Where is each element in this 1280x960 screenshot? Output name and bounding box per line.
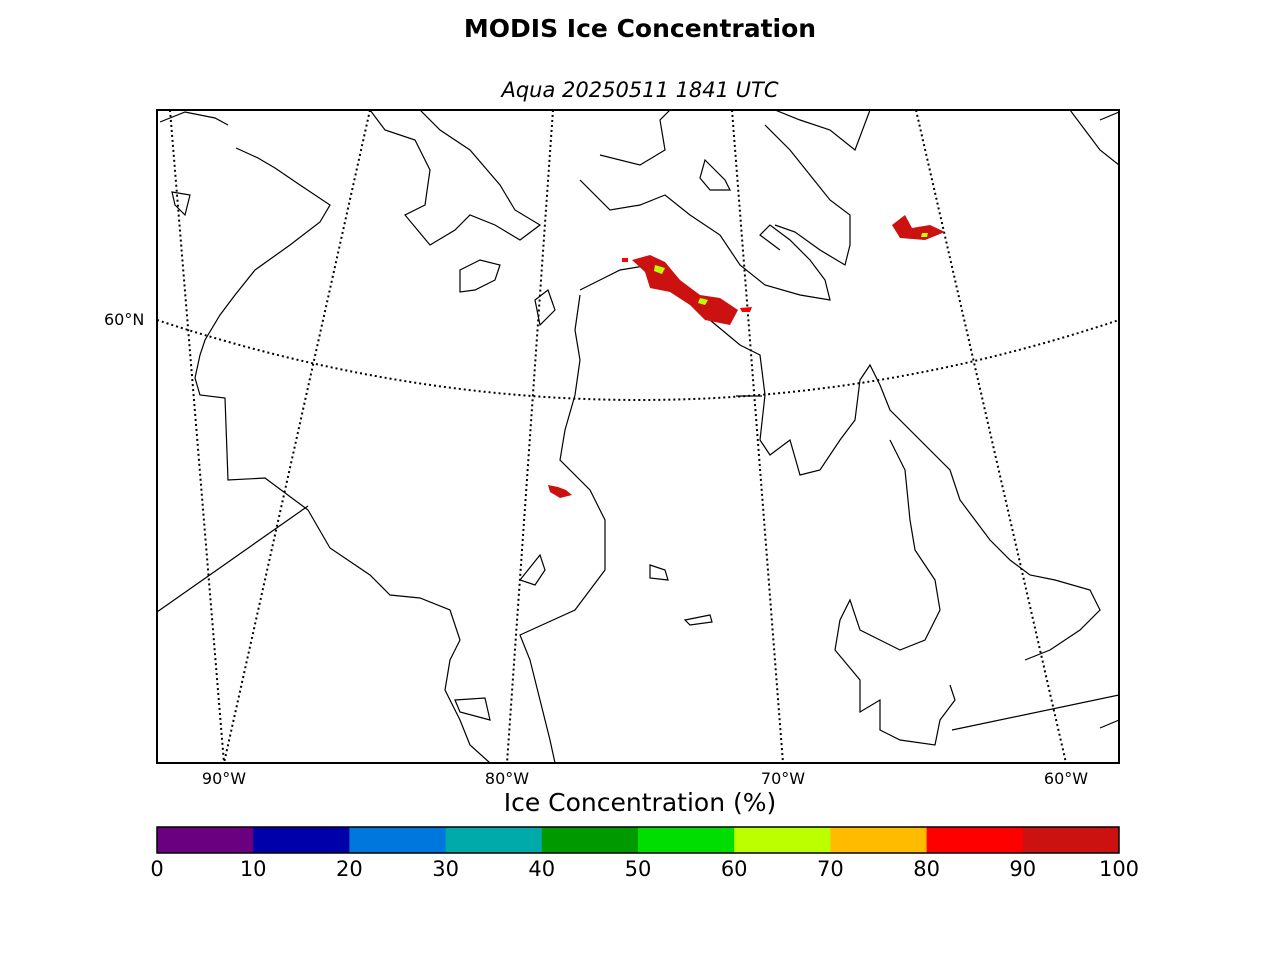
small-islands <box>171 191 713 721</box>
colorbar-frame <box>156 826 1120 854</box>
colorbar-tick-label: 20 <box>336 857 363 881</box>
colorbar-segment <box>926 827 1024 853</box>
lat-label-60n: 60°N <box>104 310 145 329</box>
baffin-island-south <box>579 110 831 301</box>
colorbar-tick-label: 10 <box>239 857 267 881</box>
labrador-inlet <box>834 439 956 746</box>
lon-label-90w: 90°W <box>201 769 247 788</box>
parallel-60n <box>157 319 1119 401</box>
lon-label-70w: 70°W <box>760 769 806 788</box>
ice-patch-davis-strait <box>892 215 945 240</box>
colorbar <box>157 827 1120 853</box>
ice-patch-hudson-strait-yellow <box>654 265 708 305</box>
meridian-60w <box>915 110 1067 763</box>
baffin-north <box>774 110 871 151</box>
meridian-90w <box>169 110 225 763</box>
meridian-line-1 <box>223 110 371 763</box>
southampton-island <box>369 110 542 246</box>
colorbar-tick-label: 50 <box>624 857 652 881</box>
colorbar-segment <box>638 827 735 853</box>
colorbar-tick-label: 40 <box>528 857 556 881</box>
colorbar-tick-label: 0 <box>150 857 164 881</box>
colorbar-tick-label: 70 <box>817 857 844 881</box>
ice-patch-hudson-bay <box>548 485 572 498</box>
hudson-bay-west-coast <box>159 111 491 763</box>
colorbar-tick-label: 80 <box>913 857 940 881</box>
map-title: MODIS Ice Concentration <box>463 14 817 43</box>
colorbar-tick-label: 60 <box>720 857 748 881</box>
gulf-st-lawrence-shore <box>951 694 1119 731</box>
ice-patch-davis-strait-yellow <box>921 233 928 237</box>
baffin-peninsula <box>699 124 851 266</box>
colorbar-tick-label: 100 <box>1098 857 1140 881</box>
lon-label-60w: 60°W <box>1043 769 1089 788</box>
ungava-coast <box>579 264 1101 661</box>
colorbar-segment <box>1022 827 1120 853</box>
map-frame <box>156 109 1120 764</box>
colorbar-title: Ice Concentration (%) <box>503 788 777 817</box>
colorbar-segment <box>541 827 639 853</box>
southeast-shore <box>1099 719 1119 729</box>
graticule <box>157 110 1119 763</box>
colorbar-tick-label: 90 <box>1009 857 1037 881</box>
hudson-bay-east-coast <box>519 289 606 763</box>
coats-island <box>459 259 501 293</box>
colorbar-tick-label: 30 <box>432 857 459 881</box>
colorbar-segment <box>253 827 350 853</box>
colorbar-segment <box>157 827 254 853</box>
belcher-islands <box>518 553 546 586</box>
manitoba-ontario-border <box>157 505 309 613</box>
lon-label-80w: 80°W <box>484 769 530 788</box>
boundaries <box>157 395 762 613</box>
colorbar-segment <box>830 827 928 853</box>
coastlines <box>159 110 1119 763</box>
map-subtitle: Aqua 20250511 1841 UTC <box>501 78 779 102</box>
ice-concentration-layer <box>548 215 945 498</box>
colorbar-segment <box>734 827 831 853</box>
colorbar-segment <box>445 827 543 853</box>
ice-patch-hudson-strait <box>632 255 738 325</box>
meridian-70w <box>731 110 784 763</box>
colorbar-segment <box>349 827 447 853</box>
greenland-coast <box>1069 110 1119 166</box>
map-content <box>157 110 1119 763</box>
meridian-80w <box>506 110 554 763</box>
